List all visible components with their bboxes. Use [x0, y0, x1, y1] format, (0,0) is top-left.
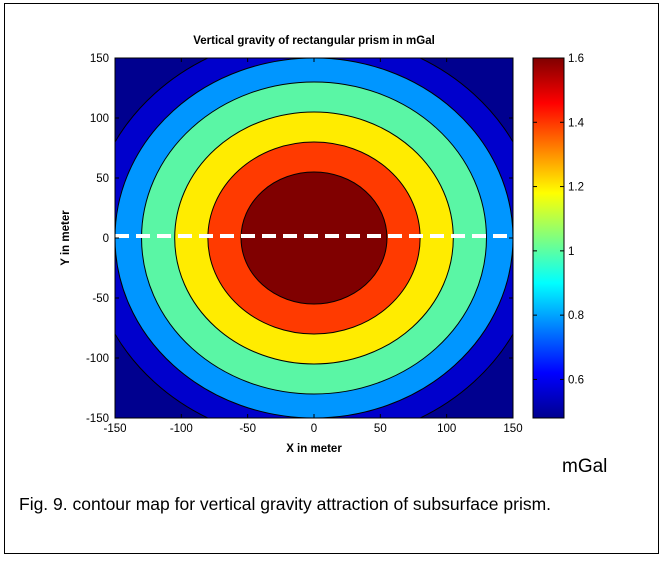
y-tick-label: 100: [90, 113, 109, 125]
x-tick-label: -150: [103, 423, 126, 435]
y-tick-label: 50: [96, 173, 109, 185]
colorbar-tick-label: 1.2: [568, 182, 584, 194]
x-tick-label: -50: [239, 423, 256, 435]
x-axis-label: X in meter: [286, 443, 342, 455]
y-tick-label: 0: [103, 233, 109, 245]
x-tick-label: 100: [437, 423, 456, 435]
chart-title: Vertical gravity of rectangular prism in…: [193, 35, 435, 47]
colorbar-unit-label: mGal: [562, 456, 608, 477]
y-tick-label: -150: [86, 413, 109, 425]
y-tick-label: 150: [90, 53, 109, 65]
colorbar-tick-label: 0.6: [568, 374, 584, 386]
colorbar-tick-label: 1.6: [568, 53, 584, 65]
x-tick-label: -100: [170, 423, 193, 435]
y-axis-label: Y in meter: [60, 210, 72, 266]
y-tick-label: -100: [86, 353, 109, 365]
x-tick-label: 0: [311, 423, 317, 435]
figure-frame: [4, 3, 659, 554]
colorbar: [532, 57, 565, 419]
x-tick-label: 150: [503, 423, 522, 435]
figure-caption: Fig. 9. contour map for vertical gravity…: [19, 494, 552, 514]
colorbar-tick-label: 0.8: [568, 310, 584, 322]
y-tick-label: -50: [92, 293, 109, 305]
colorbar-tick-label: 1: [568, 246, 574, 258]
x-tick-label: 50: [374, 423, 387, 435]
colorbar-tick-label: 1.4: [568, 117, 585, 129]
